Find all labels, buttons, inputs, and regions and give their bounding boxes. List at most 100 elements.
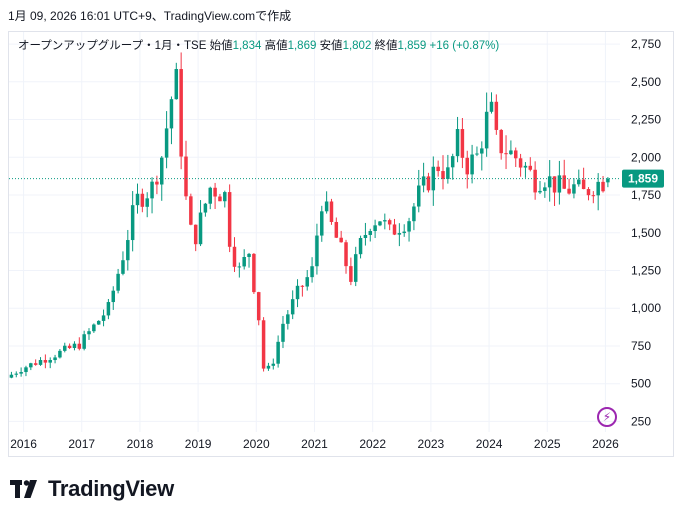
candle-body bbox=[106, 302, 111, 316]
candle-body bbox=[426, 176, 431, 191]
candle-body bbox=[504, 153, 508, 155]
candle-body bbox=[363, 234, 368, 239]
candle-body bbox=[310, 266, 314, 278]
candle-body bbox=[116, 273, 120, 291]
candle-body bbox=[368, 231, 373, 235]
candle-body bbox=[169, 99, 174, 129]
candle-body bbox=[334, 221, 339, 238]
candle-body bbox=[465, 157, 469, 175]
lightning-icon[interactable]: ⚡ bbox=[597, 407, 617, 427]
candle-body bbox=[266, 365, 271, 369]
candle-body bbox=[470, 154, 474, 175]
y-tick-label: 1,500 bbox=[631, 226, 661, 240]
candle-body bbox=[489, 101, 494, 112]
candle-body bbox=[543, 187, 547, 191]
candle-body bbox=[446, 167, 450, 179]
open-value: 1,834 bbox=[232, 40, 262, 52]
candle-body bbox=[378, 221, 382, 226]
candle-body bbox=[9, 374, 14, 378]
candle-body bbox=[58, 350, 62, 358]
candle-body bbox=[203, 203, 208, 213]
candle-body bbox=[19, 372, 23, 374]
candle-body bbox=[29, 363, 33, 368]
candle-body bbox=[38, 360, 43, 365]
candle-body bbox=[577, 179, 581, 185]
x-tick-label: 2022 bbox=[359, 437, 386, 451]
candle-body bbox=[256, 292, 261, 321]
candle-body bbox=[460, 129, 465, 158]
candle-body bbox=[67, 345, 72, 349]
tradingview-wordmark: TradingView bbox=[48, 476, 174, 501]
candle-body bbox=[320, 211, 324, 236]
x-tick-label: 2018 bbox=[127, 437, 154, 451]
candle-body bbox=[227, 192, 232, 247]
candle-body bbox=[87, 331, 91, 335]
candle-body bbox=[397, 233, 402, 235]
candle-body bbox=[586, 189, 591, 196]
candle-body bbox=[130, 205, 135, 241]
candle-body bbox=[402, 231, 406, 234]
candle-body bbox=[208, 187, 212, 204]
candle-body bbox=[533, 169, 537, 193]
x-tick-label: 2023 bbox=[418, 437, 445, 451]
open-label: 始値 bbox=[209, 40, 233, 52]
y-tick-label: 1,250 bbox=[631, 263, 661, 277]
candle-body bbox=[373, 225, 377, 232]
candle-body bbox=[77, 343, 82, 349]
candle-body bbox=[33, 363, 38, 365]
candle-body bbox=[494, 101, 499, 130]
candle-body bbox=[392, 224, 397, 235]
close-label: 終値 bbox=[374, 40, 398, 52]
candle-body bbox=[63, 345, 67, 351]
candle-body bbox=[184, 156, 188, 197]
candle-body bbox=[290, 299, 295, 315]
low-label: 安値 bbox=[319, 40, 343, 52]
candle-body bbox=[82, 334, 86, 349]
chart-timestamp: 1月 09, 2026 16:01 UTC+9、TradingView.comで… bbox=[8, 9, 292, 23]
candle-body bbox=[213, 187, 217, 197]
candle-body bbox=[480, 148, 484, 154]
candle-body bbox=[339, 237, 343, 243]
x-tick-label: 2019 bbox=[185, 437, 212, 451]
close-value: 1,859 bbox=[397, 40, 427, 52]
candle-body bbox=[441, 171, 445, 179]
candle-body bbox=[606, 178, 610, 183]
x-tick-label: 2021 bbox=[301, 437, 328, 451]
candle-body bbox=[567, 188, 571, 194]
change-value: +16 (+0.87%) bbox=[429, 40, 500, 52]
symbol-label[interactable]: オープンアップグループ・1月・TSE bbox=[18, 40, 207, 52]
candle-body bbox=[329, 201, 334, 222]
last-price-tag bbox=[622, 169, 664, 188]
candle-body bbox=[189, 196, 193, 225]
candle-body bbox=[271, 363, 276, 366]
chart-frame bbox=[8, 31, 674, 457]
y-tick-label: 500 bbox=[631, 377, 651, 391]
candle-body bbox=[160, 157, 164, 185]
y-tick-label: 2,250 bbox=[631, 113, 661, 127]
x-tick-label: 2017 bbox=[68, 437, 95, 451]
candle-body bbox=[276, 341, 280, 364]
low-value: 1,802 bbox=[342, 40, 372, 52]
candle-body bbox=[407, 221, 411, 232]
candle-body bbox=[572, 184, 576, 194]
candle-body bbox=[324, 201, 329, 212]
high-label: 高値 bbox=[264, 40, 288, 52]
tv-logo-icon bbox=[10, 480, 37, 498]
y-tick-label: 1,000 bbox=[631, 301, 661, 315]
candle-body bbox=[596, 181, 600, 196]
candle-body bbox=[417, 185, 421, 207]
candle-body bbox=[436, 166, 440, 172]
candle-body bbox=[562, 175, 566, 189]
candle-body bbox=[295, 285, 300, 300]
x-tick-label: 2026 bbox=[592, 437, 619, 451]
candle-body bbox=[387, 220, 392, 225]
y-tick-label: 1,750 bbox=[631, 188, 661, 202]
x-tick-label: 2016 bbox=[10, 437, 37, 451]
candle-body bbox=[126, 240, 130, 261]
y-tick-label: 750 bbox=[631, 339, 651, 353]
candle-body bbox=[281, 323, 285, 342]
candle-body bbox=[581, 179, 586, 190]
candle-body bbox=[513, 150, 518, 159]
candle-body bbox=[315, 235, 319, 267]
